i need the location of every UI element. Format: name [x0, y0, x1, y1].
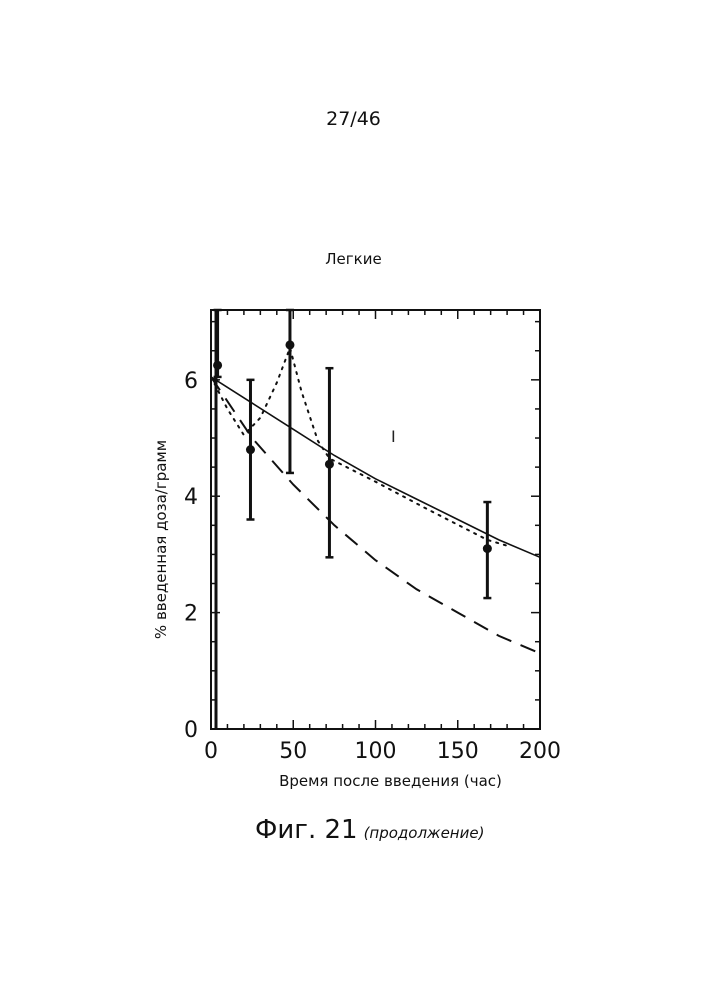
y-tick-label: 6: [184, 369, 198, 394]
figure-caption-label: Фиг. 21: [255, 815, 358, 845]
series-line-dotted: [211, 348, 507, 546]
x-tick-label: 200: [519, 739, 561, 764]
x-tick-label: 50: [279, 739, 307, 764]
series-line-solid: [211, 377, 540, 557]
x-tick-label: 100: [355, 739, 397, 764]
plot-annotation: I: [391, 427, 396, 446]
figure-caption: Фиг. 21 (продолжение): [255, 815, 484, 845]
y-tick-label: 0: [184, 718, 198, 743]
y-axis-label: % введенная доза/грамм: [152, 440, 170, 639]
x-tick-label: 150: [437, 739, 479, 764]
figure-caption-note: (продолжение): [364, 824, 485, 842]
data-point: [246, 445, 255, 454]
x-axis-label: Время после введения (час): [279, 772, 502, 790]
plot-frame: [211, 310, 540, 729]
x-tick-label: 0: [204, 739, 218, 764]
data-point: [285, 340, 294, 349]
data-point: [325, 460, 334, 469]
y-tick-label: 4: [184, 485, 198, 510]
data-point: [483, 544, 492, 553]
y-tick-label: 2: [184, 602, 198, 627]
data-point: [213, 361, 222, 370]
